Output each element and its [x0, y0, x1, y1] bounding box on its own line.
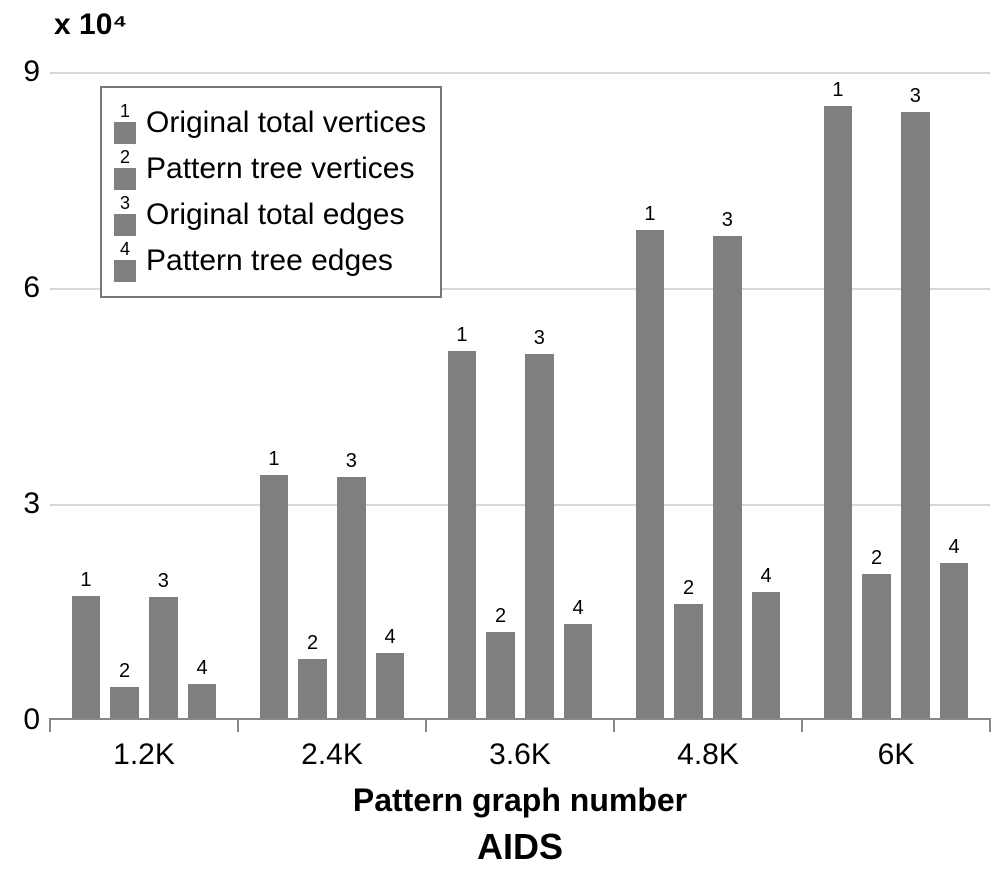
y-axis-exponent: x 10⁴: [54, 8, 127, 42]
bar: [752, 592, 781, 718]
y-tick-label: 0: [0, 703, 40, 737]
x-tick-label: 6K: [802, 738, 990, 772]
bar-series-number: 1: [636, 203, 665, 226]
legend-label: Pattern tree vertices: [146, 152, 414, 186]
bar-series-number: 4: [940, 536, 969, 559]
legend-series-number: 1: [120, 102, 130, 120]
x-tick-mark: [613, 718, 615, 732]
x-tick-mark: [801, 718, 803, 732]
legend-series-number: 2: [120, 148, 130, 166]
legend-item: 3 Original total edges: [114, 194, 426, 236]
bar-series-number: 1: [260, 448, 289, 471]
y-tick-label: 9: [0, 55, 40, 89]
bar: [260, 475, 289, 718]
y-tick-label: 3: [0, 487, 40, 521]
bar: [636, 230, 665, 718]
category-group: 1 2 3 4: [802, 72, 990, 718]
legend-series-number: 4: [120, 240, 130, 258]
bar-series-number: 4: [376, 626, 405, 649]
bar: [525, 354, 554, 718]
x-tick-mark: [989, 718, 991, 732]
bar: [486, 632, 515, 718]
bar-series-number: 1: [824, 79, 853, 102]
bar-chart: x 10⁴ 1 2 3 4 1 2 3 4 1 2 3 4 1 2 3 4 1 2 3 4 Pattern graph…: [0, 0, 1000, 886]
bar: [376, 653, 405, 718]
bar: [940, 563, 969, 718]
x-tick-label: 3.6K: [426, 738, 614, 772]
bar-series-number: 1: [72, 569, 101, 592]
x-tick-label: 2.4K: [238, 738, 426, 772]
bar-series-number: 3: [149, 570, 178, 593]
legend-series-number: 3: [120, 194, 130, 212]
legend-label: Original total edges: [146, 198, 405, 232]
bar: [564, 624, 593, 718]
bar: [149, 597, 178, 718]
x-axis-title: Pattern graph number: [50, 782, 990, 819]
legend-swatch: [114, 122, 136, 144]
legend-swatch: [114, 260, 136, 282]
bar: [188, 684, 217, 718]
x-tick-mark: [237, 718, 239, 732]
bar: [72, 596, 101, 718]
y-tick-label: 6: [0, 271, 40, 305]
bar: [674, 604, 703, 718]
bar-series-number: 4: [188, 657, 217, 680]
x-tick-label: 4.8K: [614, 738, 802, 772]
bar-series-number: 4: [564, 597, 593, 620]
x-tick-label: 1.2K: [50, 738, 238, 772]
bar: [713, 236, 742, 718]
legend-swatch: [114, 214, 136, 236]
bar-series-number: 3: [901, 85, 930, 108]
bar: [862, 574, 891, 718]
x-tick-mark: [49, 718, 51, 732]
bar: [901, 112, 930, 718]
legend: 1 Original total vertices 2 Pattern tree ve…: [100, 86, 442, 298]
legend-item: 2 Pattern tree vertices: [114, 148, 426, 190]
bar-series-number: 4: [752, 565, 781, 588]
legend-swatch: [114, 168, 136, 190]
bar-series-number: 1: [448, 324, 477, 347]
x-tick-mark: [425, 718, 427, 732]
bar-series-number: 3: [525, 327, 554, 350]
bar: [110, 687, 139, 718]
bar: [824, 106, 853, 718]
legend-label: Original total vertices: [146, 106, 426, 140]
bar: [337, 477, 366, 718]
category-group: 1 2 3 4: [426, 72, 614, 718]
bar-series-number: 2: [110, 660, 139, 683]
legend-item: 4 Pattern tree edges: [114, 240, 426, 282]
category-group: 1 2 3 4: [614, 72, 802, 718]
bar-series-number: 2: [862, 547, 891, 570]
bar: [298, 659, 327, 718]
bar-series-number: 2: [298, 632, 327, 655]
bar-series-number: 3: [713, 209, 742, 232]
bar: [448, 351, 477, 718]
bar-series-number: 2: [486, 605, 515, 628]
bar-series-number: 2: [674, 577, 703, 600]
bar-series-number: 3: [337, 450, 366, 473]
legend-item: 1 Original total vertices: [114, 102, 426, 144]
legend-label: Pattern tree edges: [146, 244, 393, 278]
chart-subtitle: AIDS: [50, 826, 990, 868]
